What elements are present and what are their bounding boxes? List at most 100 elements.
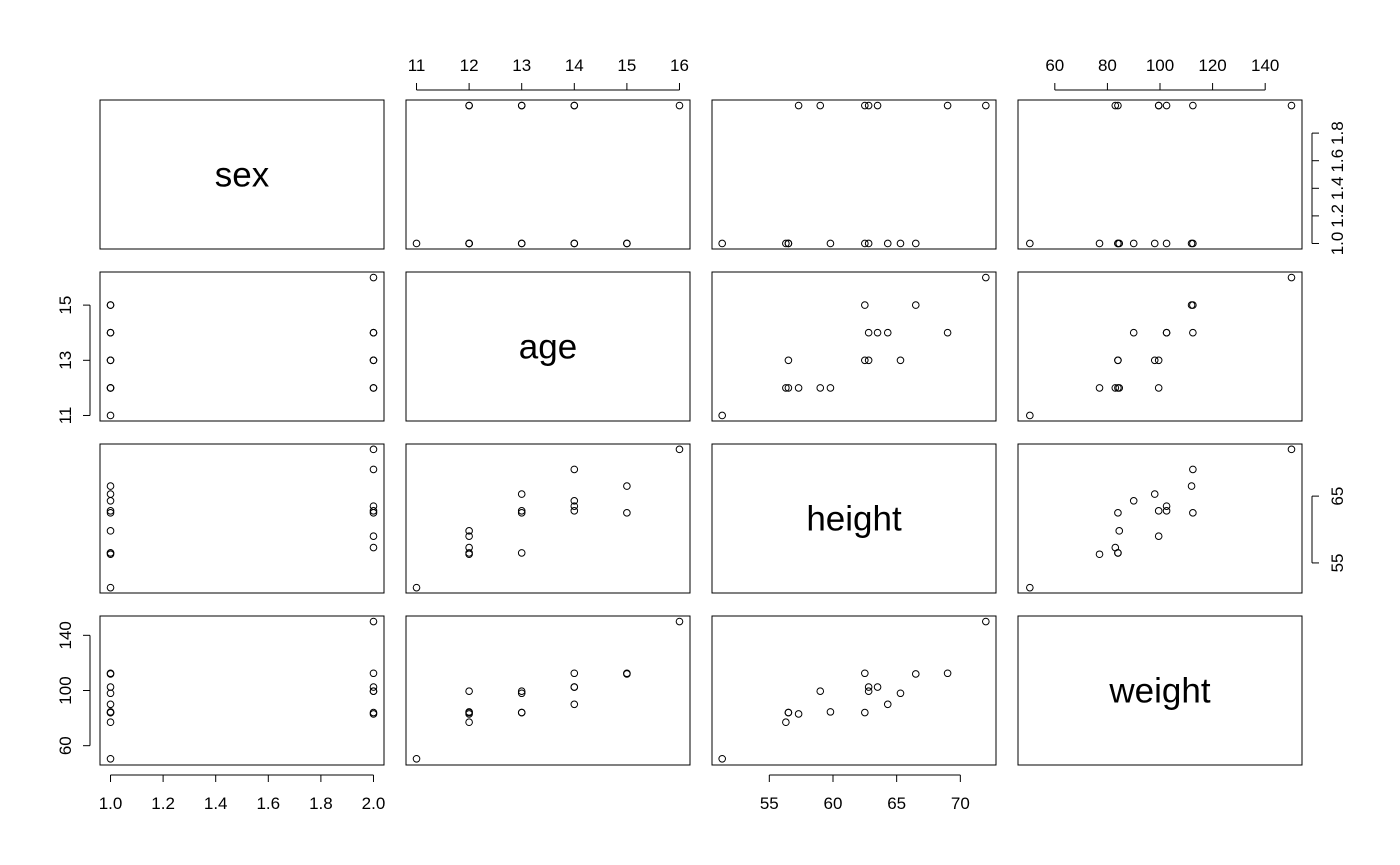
data-point [911,301,920,309]
tick-label: 1.2 [151,794,175,813]
data-point [465,543,473,552]
data-point [369,328,378,337]
tick-label: 1.8 [309,794,333,813]
variable-label-age: age [519,328,577,367]
data-point [465,527,473,535]
tick-label: 1.8 [1328,121,1347,145]
data-point [106,507,115,515]
data-point [106,700,115,709]
panel-frame [99,271,385,422]
data-point [465,549,473,557]
data-point [465,708,473,716]
data-point [465,710,473,718]
data-point [1150,490,1159,498]
data-point [1026,411,1034,420]
data-point [782,239,790,248]
data-point [718,411,726,420]
panel-frame [711,99,997,250]
data-point [465,532,473,541]
tick-label: 65 [887,794,906,813]
tick-label: 60 [56,736,75,755]
data-point [1115,527,1124,535]
tick-label: 1.6 [256,794,280,813]
panel-frame [405,271,691,422]
data-point [106,490,115,498]
data-point [943,101,952,110]
tick-label: 11 [56,407,75,425]
data-point [1162,507,1171,515]
tick-label: 1.4 [1328,176,1347,200]
data-point [1154,101,1163,110]
data-point [675,445,684,454]
tick-label: 1.0 [1328,232,1347,256]
data-point [982,273,990,282]
data-point [943,669,952,678]
data-point [106,356,115,365]
data-point [369,532,378,541]
data-point [794,101,803,110]
data-point [369,669,378,678]
data-point [517,509,526,517]
data-point [861,239,869,248]
data-point [794,384,803,392]
data-point [816,384,825,392]
data-point [1115,384,1124,392]
data-point [369,507,378,515]
data-point [517,101,526,110]
data-point [106,384,115,392]
data-point [784,239,793,248]
data-point [826,708,835,716]
data-point [861,356,869,365]
data-point [369,465,378,474]
data-point [861,101,869,110]
data-point [517,689,526,698]
tick-label: 1.6 [1328,149,1347,173]
data-point [982,101,990,110]
data-point [517,239,526,248]
data-point [369,384,378,392]
panel-frame [1017,443,1303,594]
data-point [106,683,115,691]
data-point [864,328,873,337]
data-point [782,384,790,392]
data-point [465,101,473,110]
data-point [623,670,631,678]
data-point [1111,543,1120,552]
data-point [623,509,631,517]
data-point [106,496,115,505]
data-point [369,708,378,717]
data-point [369,356,378,365]
panel-frame [99,443,385,594]
tick-label: 100 [56,676,75,704]
data-point [1162,328,1171,337]
tick-label: 55 [1328,553,1347,572]
panel-frame [405,99,691,250]
panel-frame [1017,615,1303,766]
data-point [982,617,990,626]
tick-label: 120 [1198,56,1226,75]
data-point [1095,239,1104,248]
panel-frame [711,443,997,594]
data-point [1162,101,1171,110]
data-point [911,670,920,678]
data-point [1162,502,1171,510]
data-point [570,496,579,505]
data-point [369,445,378,454]
data-point [864,239,873,248]
data-point [883,700,892,709]
data-point [1189,465,1197,474]
data-point [1095,550,1104,559]
panel-frame [99,99,385,250]
panel-frame [405,615,691,766]
data-point [1187,239,1196,248]
data-point [106,301,115,309]
data-point [369,687,378,695]
tick-label: 100 [1146,56,1174,75]
tick-label: 55 [760,794,779,813]
data-point [517,549,526,557]
data-point [570,700,579,709]
data-point [570,101,579,110]
data-point [106,754,115,763]
data-point [816,687,825,695]
